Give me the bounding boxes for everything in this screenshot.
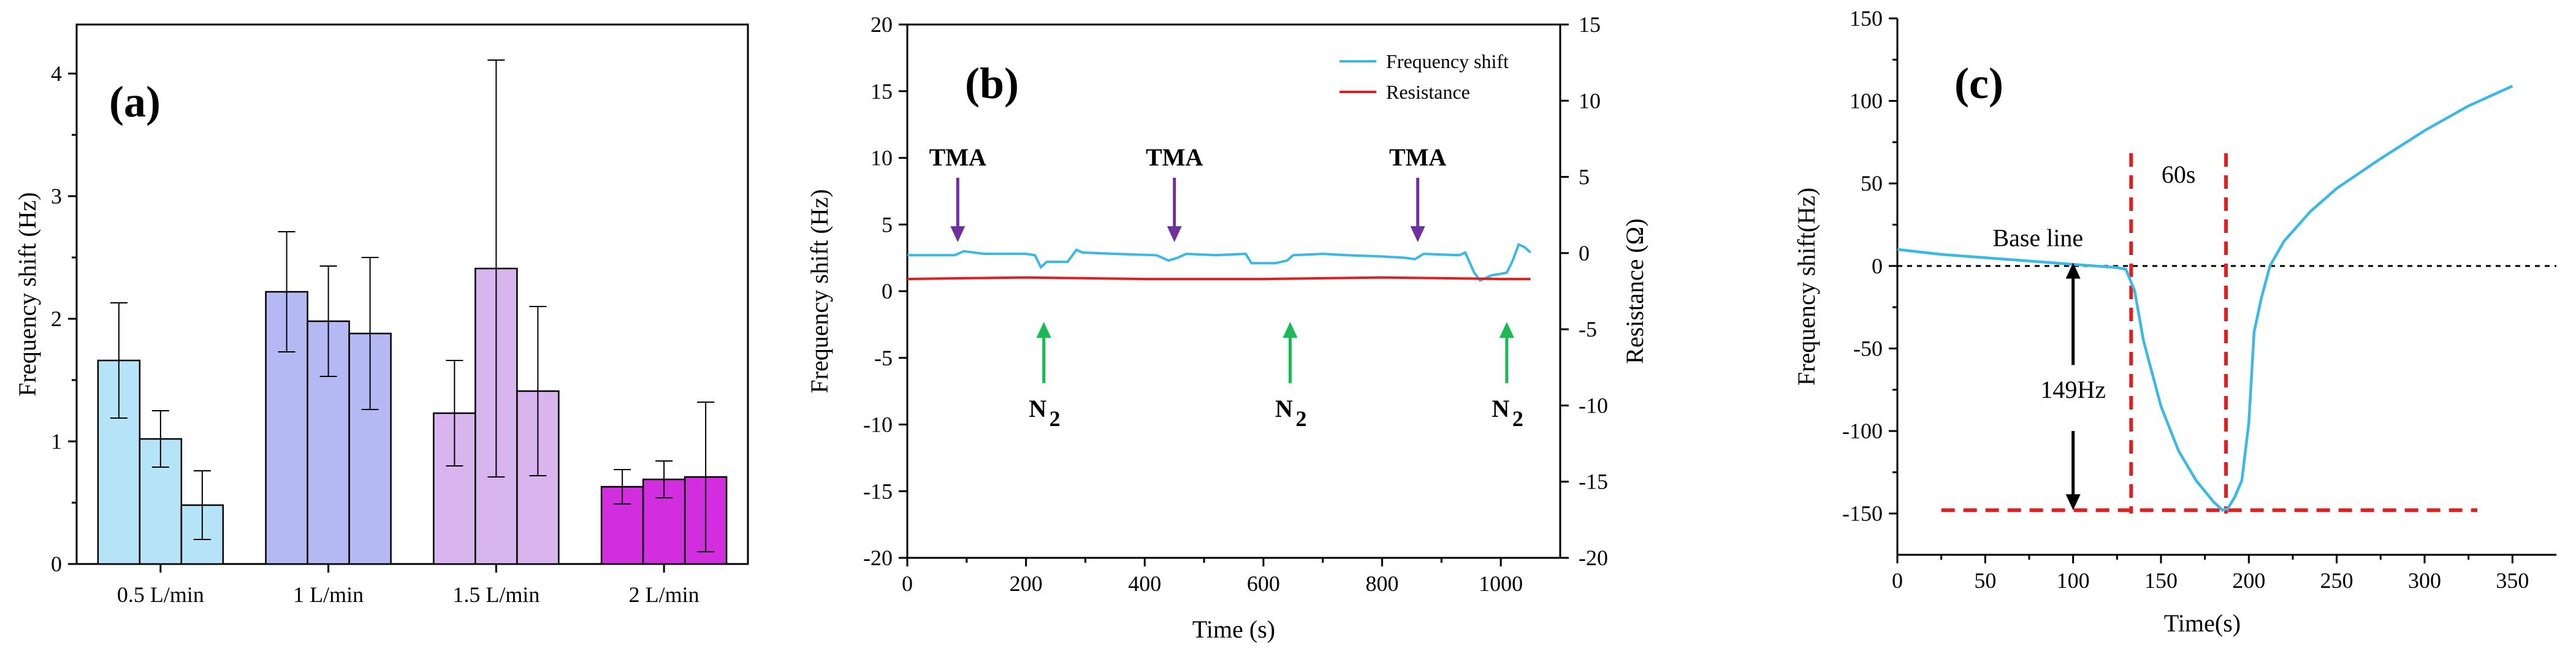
panel-a-xtick-label: 1.5 L/min — [452, 582, 539, 607]
panel-b-ylabel: Frequency shift (Hz) — [806, 189, 833, 393]
panel-b-arrow-down-icon-head — [1410, 226, 1425, 242]
panel-c-annotation-baseline: Base line — [1992, 224, 2083, 252]
panel-b-arrow-down-icon-head — [950, 226, 966, 242]
panel-b-arrow-up-icon — [1036, 322, 1051, 383]
panel-b-xtick-label: 800 — [1366, 571, 1399, 596]
panel-b-y2label: Resistance (Ω) — [1621, 218, 1648, 364]
panel-b-xtick-label: 200 — [1010, 571, 1043, 596]
panel-b-legend-label: Frequency shift — [1386, 50, 1509, 72]
panel-b-arrow-up-icon — [1282, 322, 1298, 383]
panel-b-y2tick-label: -15 — [1579, 470, 1608, 494]
panel-b-label: (b) — [965, 59, 1019, 108]
panel-c-arrow-up-icon-head — [2065, 262, 2081, 279]
panel-b-legend-label: Resistance — [1386, 81, 1470, 103]
panel-b-annotation-n-sub: 2 — [1512, 406, 1523, 431]
panel-c-arrow-down-icon — [2065, 431, 2081, 511]
panel-a-ytick-label: 1 — [51, 429, 62, 454]
panel-a-xtick-label: 2 L/min — [629, 582, 699, 607]
panel-a-frame — [75, 23, 749, 565]
panel-b-annotation-n-sub: 2 — [1295, 406, 1306, 431]
panel-a-ylabel: Frequency shift (Hz) — [13, 192, 41, 396]
panel-b-annotation-n: N — [1492, 395, 1509, 422]
panel-a-ytick-label: 3 — [51, 184, 62, 208]
panel-b-ytick-label: 0 — [882, 279, 893, 303]
panel-b-ytick-label: -20 — [863, 546, 893, 570]
panel-b-arrow-up-icon — [1499, 322, 1514, 383]
panel-b-y2tick-label: -20 — [1579, 546, 1608, 570]
panel-c-xtick-label: 250 — [2320, 568, 2353, 593]
panel-a-ytick-label: 0 — [51, 552, 62, 576]
panel-c-ylabel: Frequency shift(Hz) — [1793, 188, 1820, 386]
panel-b-annotation-tma: TMA — [929, 143, 986, 171]
panel-b-arrow-up-icon-head — [1499, 322, 1514, 338]
panel-b-annotation-tma: TMA — [1146, 143, 1203, 171]
panel-b-y2tick-label: 15 — [1579, 12, 1601, 37]
panel-c-ytick-label: 50 — [1861, 171, 1883, 196]
panel-c-chart: -150 -100 -50 0 50 100 150 0 50 100 150 200 250 300 35… — [1793, 6, 2556, 637]
panel-c-arrow-up-icon — [2065, 262, 2081, 365]
panel-c-series-frequency-shift — [1897, 85, 2513, 512]
panel-c-ytick-label: -100 — [1842, 419, 1883, 443]
panel-b-ytick-label: -10 — [863, 413, 893, 437]
panel-b-xlabel: Time (s) — [1192, 615, 1275, 643]
panel-b-xtick-label: 400 — [1128, 571, 1161, 596]
panel-b-y2tick-label: 10 — [1579, 88, 1601, 113]
panel-b-series-resistance — [907, 276, 1531, 281]
panel-c-xlabel: Time(s) — [2164, 609, 2241, 637]
panel-b-series-frequency-shift — [907, 243, 1531, 283]
panel-c-xtick-label: 300 — [2408, 568, 2441, 593]
panel-b-y2tick-label: 5 — [1579, 165, 1590, 189]
panel-b-xtick-label: 600 — [1247, 571, 1280, 596]
panel-c-arrow-down-icon-head — [2065, 494, 2081, 511]
panel-b-arrow-up-icon-head — [1282, 322, 1298, 338]
panel-c-ytick-label: -50 — [1853, 336, 1883, 360]
panel-b-ytick-label: 10 — [871, 146, 893, 170]
panel-b-annotation-n-sub: 2 — [1050, 406, 1061, 431]
panel-a-label: (a) — [109, 77, 161, 126]
panel-b-ytick-label: 5 — [882, 212, 893, 237]
panel-c-ytick-label: 150 — [1850, 6, 1883, 31]
panel-c-annotation-149hz: 149Hz — [2040, 376, 2106, 403]
panel-b-arrow-down-icon — [950, 178, 966, 242]
panel-b-arrow-down-icon — [1167, 178, 1182, 242]
panel-c-annotation-60s: 60s — [2162, 161, 2196, 188]
panel-c-label: (c) — [1954, 59, 2003, 108]
panel-c-xtick-label: 200 — [2232, 568, 2265, 593]
panel-c-xtick-label: 50 — [1974, 568, 1996, 593]
panel-b-chart: -20 -15 -10 -5 0 5 10 15 20 -20 -15 -10 -5 0 5 10 15 0 200… — [806, 12, 1648, 643]
panel-c-ytick-label: 0 — [1872, 254, 1883, 278]
panel-b-y2tick-label: -5 — [1579, 317, 1597, 341]
panel-b-y2tick-label: 0 — [1579, 241, 1590, 265]
panel-c-xtick-label: 350 — [2496, 568, 2529, 593]
panel-b-ytick-label: 15 — [871, 79, 893, 104]
panel-b-ytick-label: -5 — [874, 346, 893, 370]
panel-b-arrow-down-icon-head — [1167, 226, 1182, 242]
panel-b-ytick-label: -15 — [863, 479, 893, 503]
panel-c-ytick-label: -150 — [1842, 501, 1883, 526]
panel-b-arrow-up-icon-head — [1036, 322, 1051, 338]
panel-c-ytick-label: 100 — [1850, 89, 1883, 113]
panel-a-chart: 0 1 2 3 4 0.5 L/min 1 L/min 1.5 L/min 2 L/min (a)… — [13, 23, 749, 607]
panel-c-xtick-label: 0 — [1892, 568, 1903, 593]
panel-b-arrow-down-icon — [1410, 178, 1425, 242]
panel-c-xtick-label: 150 — [2144, 568, 2178, 593]
panel-b-xtick-label: 0 — [902, 571, 913, 596]
panel-a-ytick-label: 4 — [51, 61, 62, 86]
panel-b-ytick-label: 20 — [871, 12, 893, 37]
panel-a-xtick-label: 1 L/min — [293, 582, 364, 607]
panel-a-ytick-label: 2 — [51, 307, 62, 331]
panel-c-xtick-label: 100 — [2057, 568, 2090, 593]
panel-b-annotation-n: N — [1275, 395, 1293, 422]
panel-b-y2tick-label: -10 — [1579, 393, 1608, 417]
panel-a-xtick-label: 0.5 L/min — [117, 582, 204, 607]
panel-b-annotation-n: N — [1029, 395, 1046, 422]
panel-b-annotation-tma: TMA — [1389, 143, 1446, 171]
panel-b-xtick-label: 1000 — [1479, 571, 1523, 596]
